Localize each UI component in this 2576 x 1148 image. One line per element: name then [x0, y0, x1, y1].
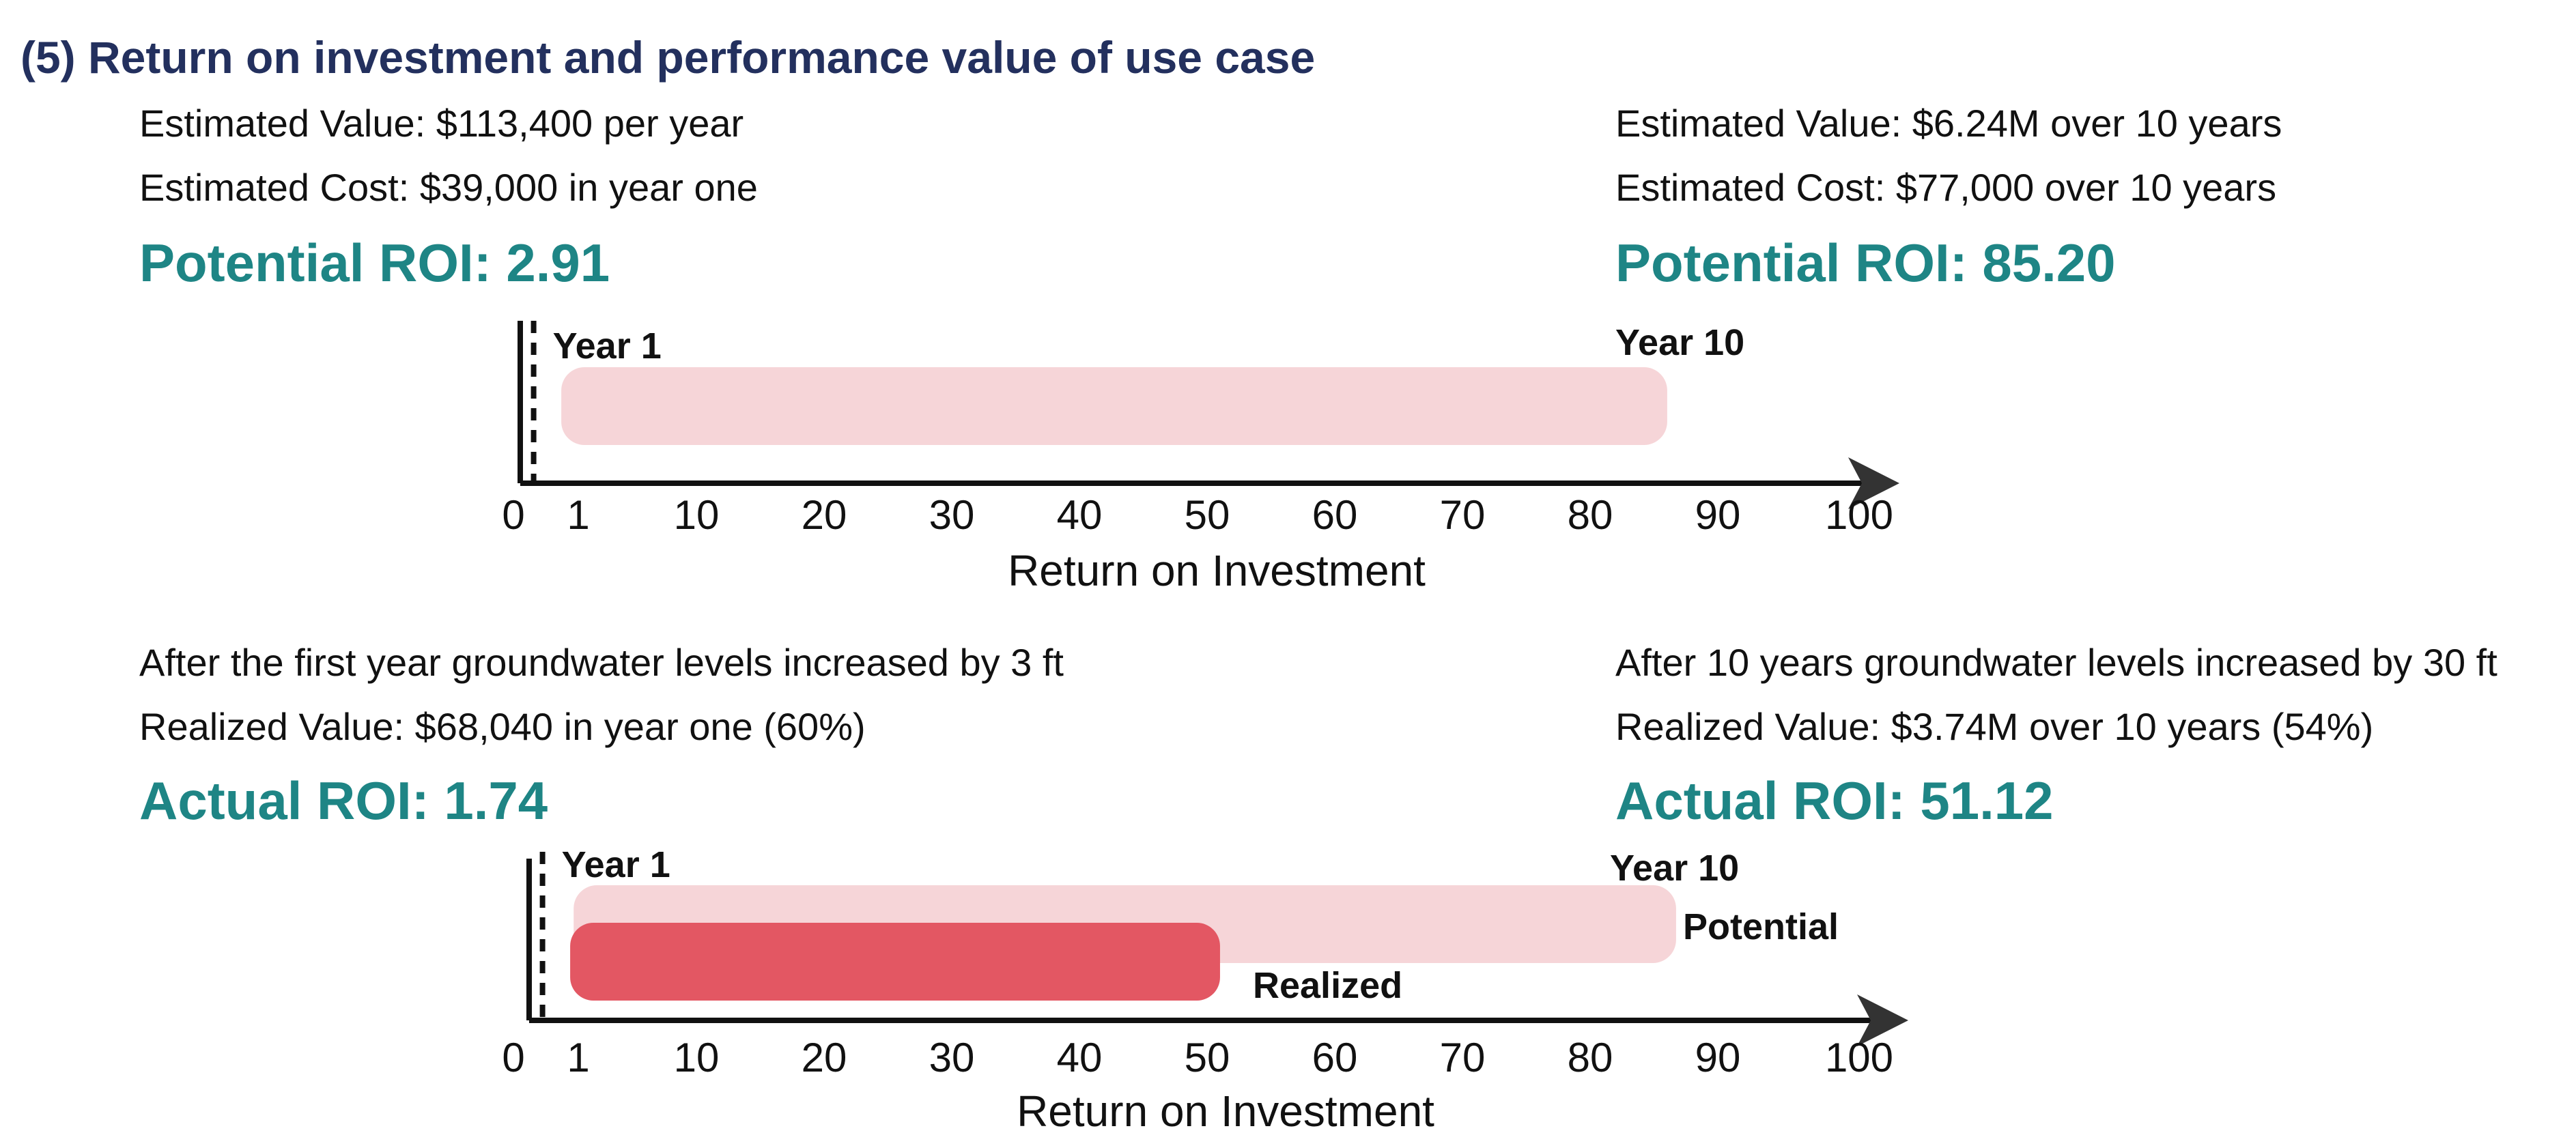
tick-label-50: 50: [1185, 1035, 1230, 1080]
tick-label-20: 20: [802, 492, 847, 538]
bar-label-realized: Realized: [1253, 965, 1402, 1006]
bottom-right-actual-roi: Actual ROI: 51.12: [1615, 771, 2054, 831]
tick-label-1: 1: [567, 1035, 589, 1080]
tick-label-70: 70: [1440, 1035, 1486, 1080]
top-left-potential-roi: Potential ROI: 2.91: [139, 233, 610, 293]
top-left-estimated-value: Estimated Value: $113,400 per year: [139, 102, 744, 145]
tick-label-1: 1: [567, 492, 589, 538]
year-10-label-1: Year 10: [1615, 322, 1744, 363]
bottom-left-groundwater-text: After the first year groundwater levels …: [139, 641, 1064, 684]
tick-label-0: 0: [502, 1035, 524, 1080]
tick-label-40: 40: [1057, 492, 1103, 538]
x-axis-arrow-2: [1857, 994, 1908, 1046]
tick-label-30: 30: [929, 1035, 975, 1080]
tick-label-10: 10: [674, 492, 720, 538]
tick-label-100: 100: [1825, 492, 1893, 538]
bottom-right-realized-value: Realized Value: $3.74M over 10 years (54…: [1615, 705, 2374, 748]
page-title: (5) Return on investment and performance…: [20, 32, 1316, 83]
top-left-estimated-cost: Estimated Cost: $39,000 in year one: [139, 166, 758, 209]
tick-label-10: 10: [674, 1035, 720, 1080]
year-1-label-2: Year 1: [562, 844, 670, 885]
bottom-left-realized-value: Realized Value: $68,040 in year one (60%…: [139, 705, 866, 748]
top-right-estimated-value: Estimated Value: $6.24M over 10 years: [1615, 102, 2282, 145]
x-axis-label-1: Return on Investment: [1008, 546, 1426, 595]
tick-label-80: 80: [1568, 492, 1613, 538]
tick-label-30: 30: [929, 492, 975, 538]
top-right-estimated-cost: Estimated Cost: $77,000 over 10 years: [1615, 166, 2277, 209]
bar-label-potential: Potential: [1683, 906, 1839, 947]
tick-label-40: 40: [1057, 1035, 1103, 1080]
tick-label-90: 90: [1695, 1035, 1741, 1080]
tick-label-20: 20: [802, 1035, 847, 1080]
bar-potential-1: [561, 367, 1667, 445]
tick-label-90: 90: [1695, 492, 1741, 538]
bottom-left-actual-roi: Actual ROI: 1.74: [139, 771, 548, 831]
tick-label-60: 60: [1312, 1035, 1358, 1080]
bottom-right-groundwater-text: After 10 years groundwater levels increa…: [1615, 641, 2497, 684]
bar-realized-2: [570, 923, 1220, 1001]
year-10-label-2: Year 10: [1610, 848, 1739, 889]
tick-label-0: 0: [502, 492, 524, 538]
tick-label-60: 60: [1312, 492, 1358, 538]
tick-label-100: 100: [1825, 1035, 1893, 1080]
x-axis-arrow-1: [1848, 457, 1899, 509]
x-axis-label-2: Return on Investment: [1017, 1087, 1434, 1136]
tick-label-50: 50: [1185, 492, 1230, 538]
tick-label-70: 70: [1440, 492, 1486, 538]
tick-label-80: 80: [1568, 1035, 1613, 1080]
year-1-label-1: Year 1: [553, 326, 662, 367]
top-right-potential-roi: Potential ROI: 85.20: [1615, 233, 2116, 293]
